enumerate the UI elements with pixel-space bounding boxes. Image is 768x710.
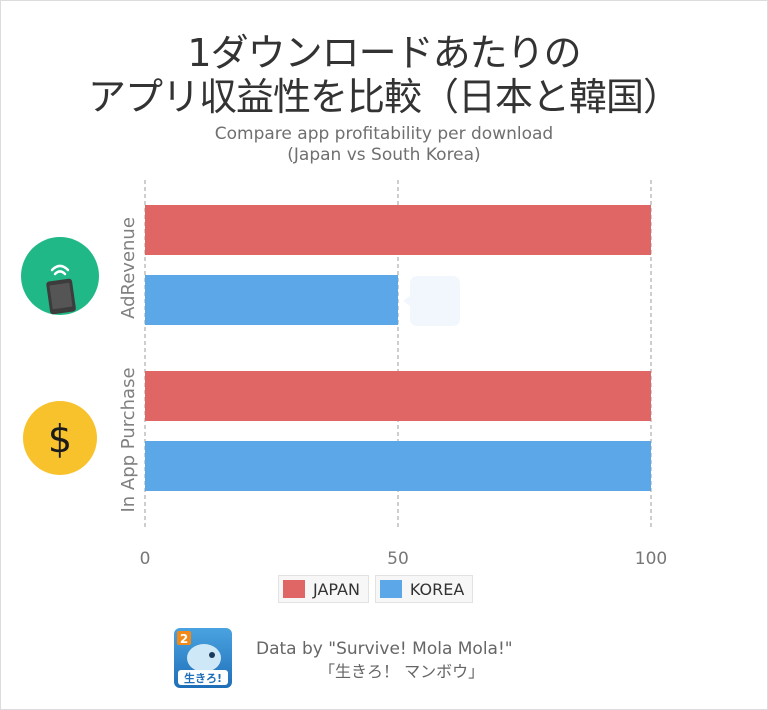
- chart-subtitle-line-1: Compare app profitability per download: [214, 124, 554, 144]
- legend-label-korea: KOREA: [409, 579, 465, 599]
- tick-layer: 0 50 100: [140, 549, 668, 569]
- bar-korea-adrevenue[interactable]: [145, 275, 398, 325]
- credit-line-1: Data by "Survive! Mola Mola!": [256, 639, 513, 659]
- category-layer: AdRevenue In App Purchase: [118, 217, 139, 512]
- smartphone-icon: [21, 237, 99, 315]
- bar-japan-in-app-purchase[interactable]: [145, 371, 651, 421]
- dollar-icon: $: [23, 401, 97, 475]
- x-tick-label-50: 50: [387, 549, 409, 569]
- tooltip-ghost: [403, 276, 460, 326]
- bar-japan-adrevenue[interactable]: [145, 205, 651, 255]
- legend-item-japan[interactable]: JAPAN: [278, 575, 369, 603]
- legend-label-japan: JAPAN: [313, 579, 360, 599]
- legend-swatch-korea: [379, 580, 402, 598]
- bar-korea-in-app-purchase[interactable]: [145, 441, 651, 491]
- legend: JAPAN KOREA: [278, 575, 474, 603]
- mola-mola-app-icon: 2 生きろ!: [174, 628, 232, 688]
- svg-text:$: $: [48, 417, 72, 461]
- chart-title-line-2: アプリ収益性を比較（日本と韓国）: [87, 75, 681, 119]
- svg-text:2: 2: [180, 632, 188, 646]
- category-label-in-app-purchase: In App Purchase: [118, 367, 139, 512]
- chart-subtitle-line-2: (Japan vs South Korea): [287, 145, 481, 165]
- category-label-adrevenue: AdRevenue: [118, 217, 139, 319]
- x-tick-label-100: 100: [635, 549, 667, 569]
- legend-item-korea[interactable]: KOREA: [374, 575, 474, 603]
- chart-title-line-1: 1ダウンロードあたりの: [187, 31, 581, 75]
- x-tick-label-0: 0: [140, 549, 151, 569]
- svg-text:生きろ!: 生きろ!: [184, 671, 222, 685]
- data-credit: 2 生きろ! Data by "Survive! Mola Mola!" 「生き…: [174, 628, 594, 692]
- bar-layer: [145, 205, 651, 491]
- app-icon-art: 2 生きろ!: [177, 631, 228, 685]
- legend-swatch-japan: [283, 580, 305, 598]
- credit-line-2: 「生きろ！ マンボウ」: [319, 662, 485, 681]
